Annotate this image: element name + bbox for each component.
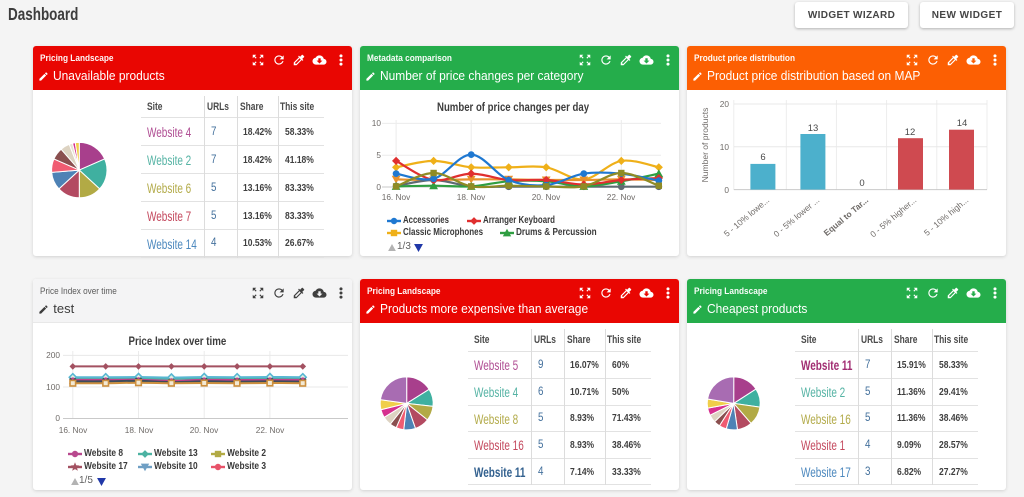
svg-text:Equal to Tar...: Equal to Tar... (822, 195, 871, 238)
svg-text:0 - 5% higher...: 0 - 5% higher... (868, 195, 918, 239)
svg-text:5 - 10% high...: 5 - 10% high... (922, 195, 970, 238)
svg-text:0 - 5% lower ...: 0 - 5% lower ... (771, 195, 821, 239)
svg-text:5 - 10% lowe...: 5 - 10% lowe... (722, 195, 772, 239)
